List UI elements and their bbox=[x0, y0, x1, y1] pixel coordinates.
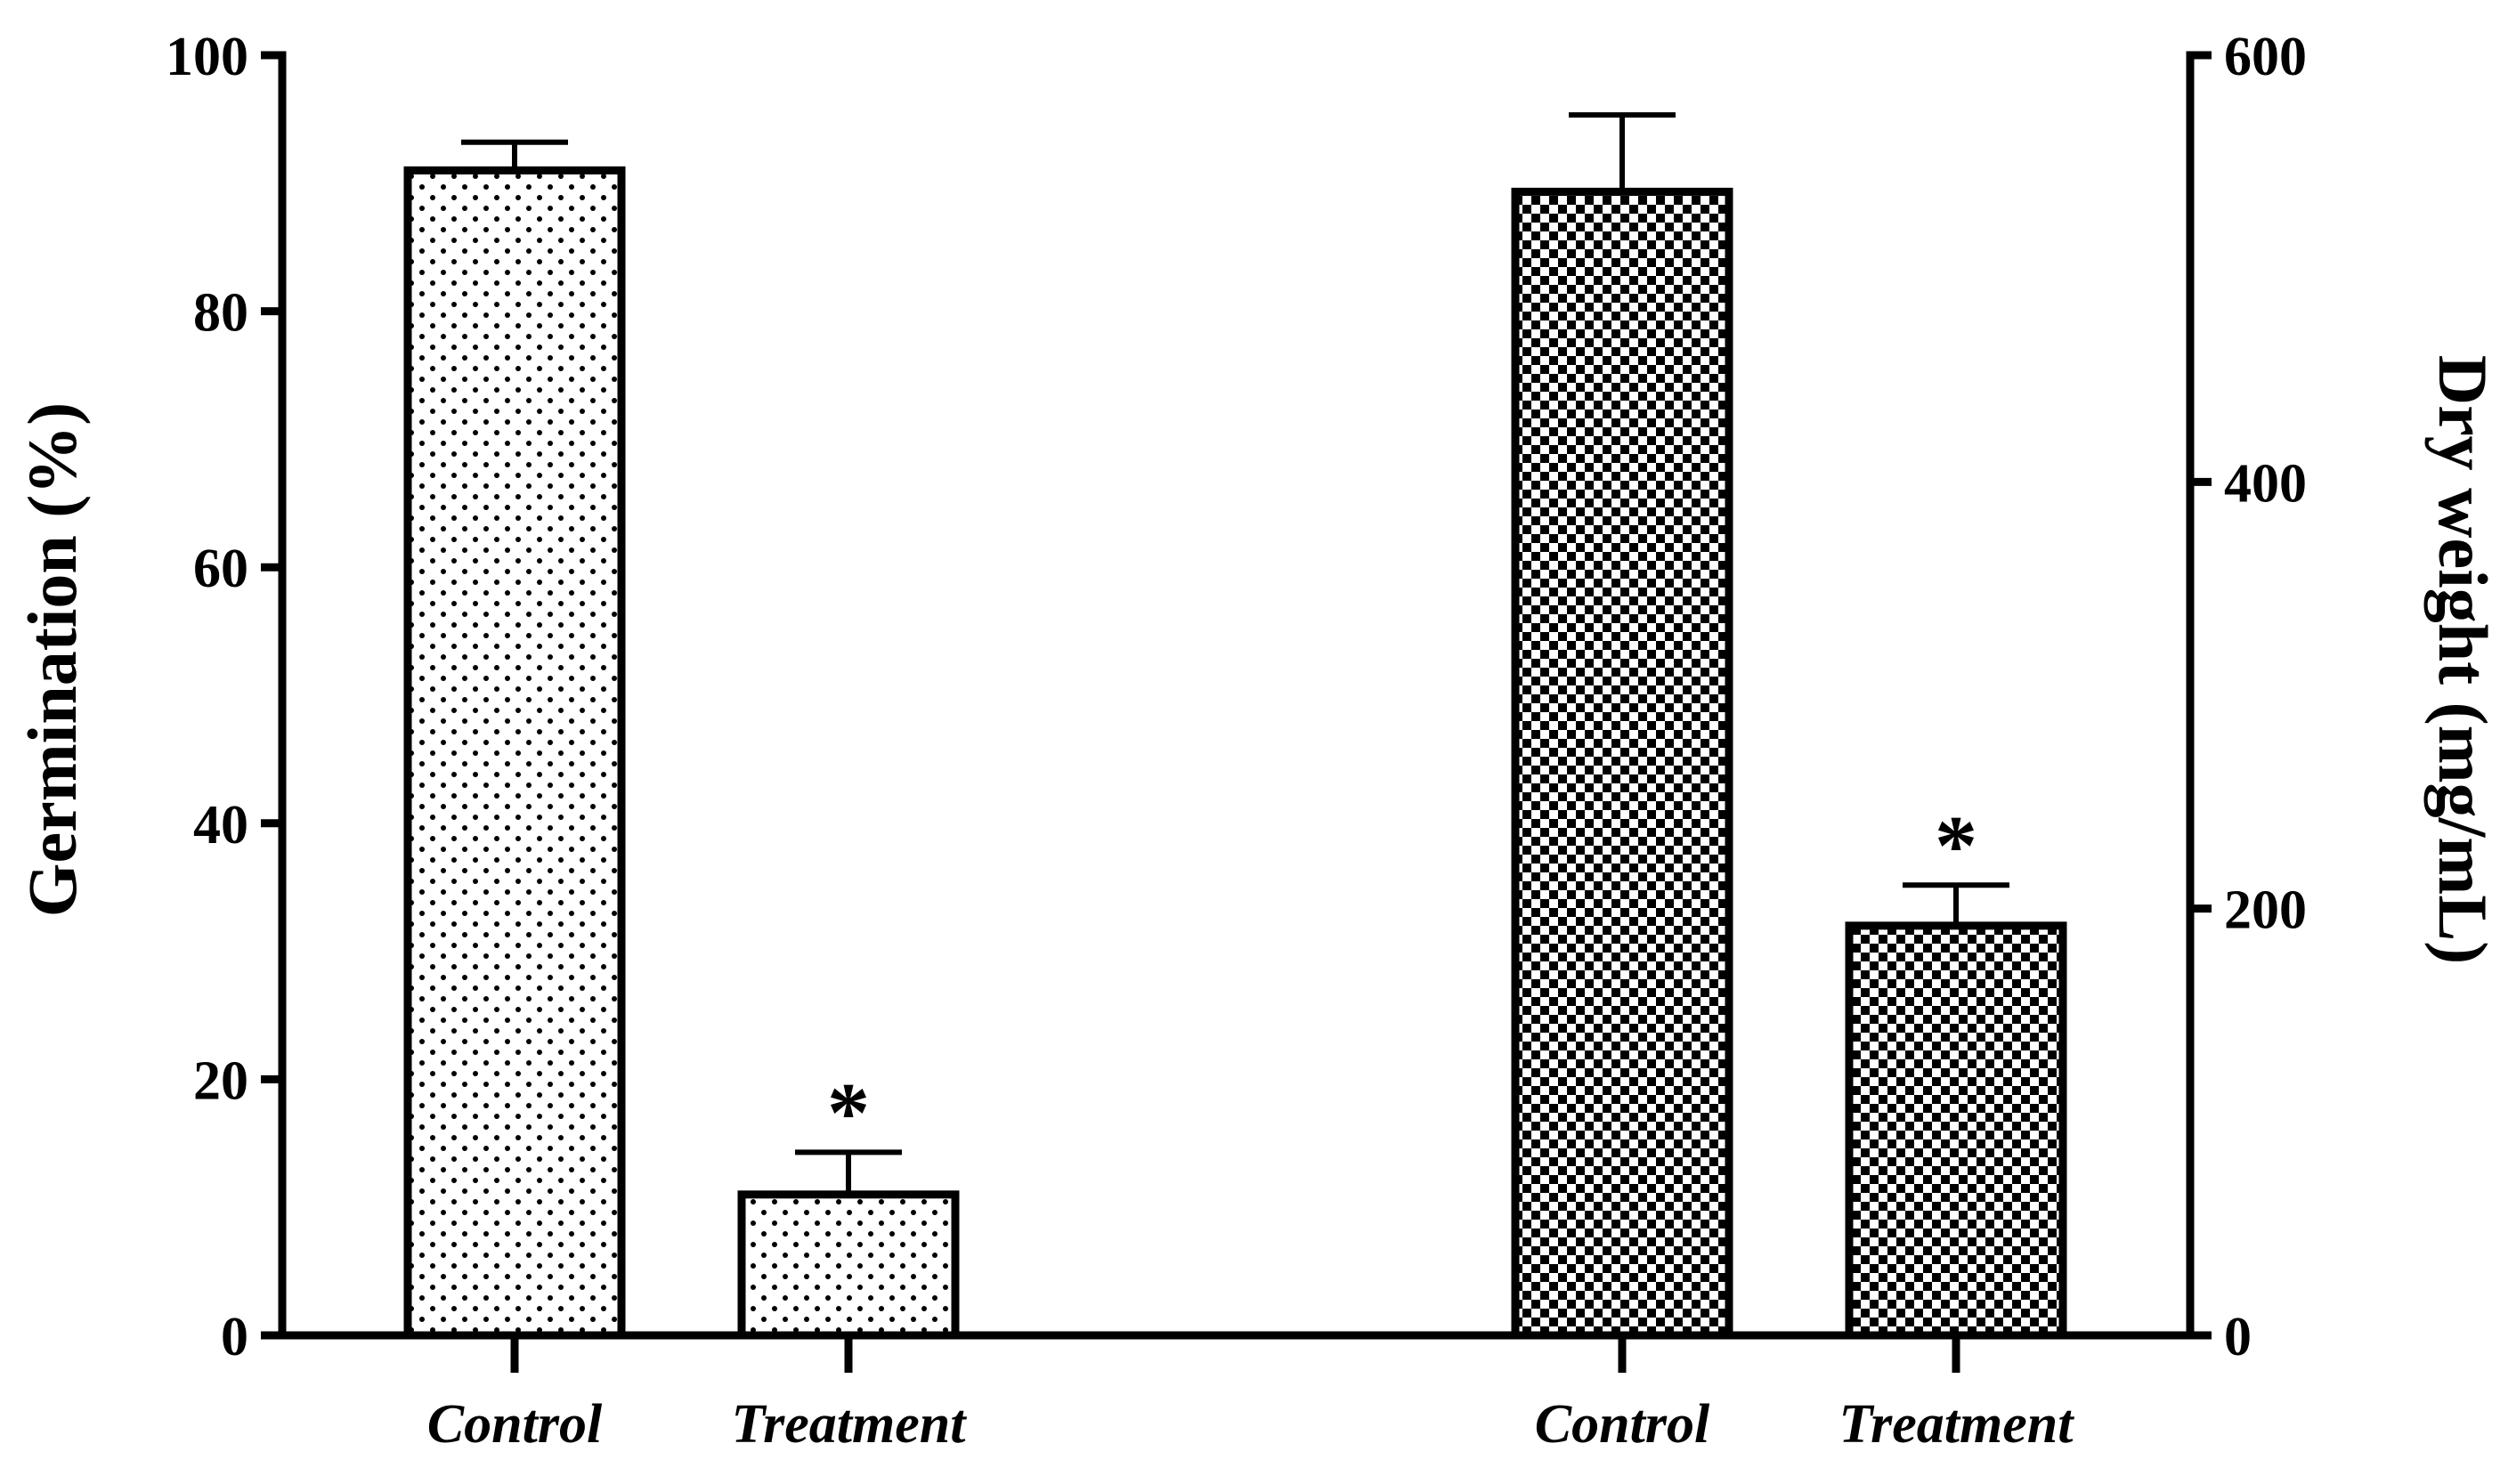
significance-star: * bbox=[827, 1065, 870, 1160]
left-y-tick-label: 40 bbox=[193, 795, 248, 856]
bar-control-germination bbox=[403, 166, 626, 1340]
right-y-tick-label: 400 bbox=[2224, 453, 2307, 514]
right-y-tick-label: 200 bbox=[2224, 880, 2307, 941]
bar-treatment-germination bbox=[737, 1190, 960, 1340]
bar-treatment-dry-weight bbox=[1845, 921, 2067, 1340]
bar-control-dry-weight bbox=[1511, 187, 1733, 1340]
category-label: Control bbox=[1535, 1394, 1710, 1455]
left-y-tick-label: 20 bbox=[193, 1050, 248, 1111]
significance-star: * bbox=[1935, 798, 1977, 893]
bars-layer bbox=[403, 112, 2067, 1340]
left-y-tick-label: 60 bbox=[193, 539, 248, 599]
left-y-tick-label: 80 bbox=[193, 283, 248, 344]
category-label: Treatment bbox=[1839, 1394, 2075, 1455]
left-y-axis-title: Germination (%) bbox=[13, 402, 91, 917]
left-y-tick-label: 100 bbox=[166, 27, 248, 87]
right-y-axis-title: Dry weight (mg/mL) bbox=[2424, 355, 2500, 965]
left-y-tick-label: 0 bbox=[221, 1307, 248, 1367]
category-label: Treatment bbox=[732, 1394, 968, 1455]
category-label: Control bbox=[427, 1394, 603, 1455]
right-y-tick-label: 0 bbox=[2224, 1307, 2252, 1367]
right-y-tick-label: 600 bbox=[2224, 27, 2307, 87]
labels-layer: 0 20 40 60 80 100 Germination (%) Control * Treat… bbox=[13, 27, 2500, 1455]
